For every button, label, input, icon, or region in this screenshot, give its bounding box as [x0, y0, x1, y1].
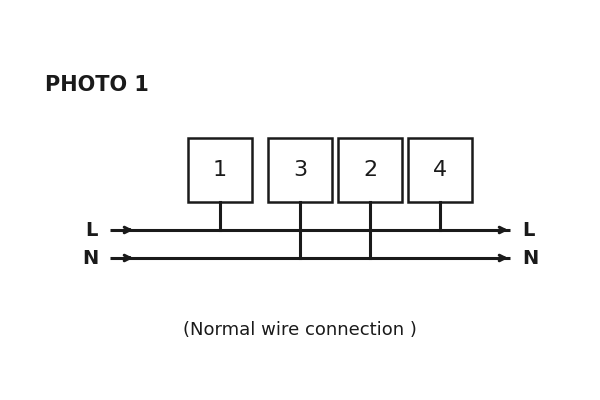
Bar — [268, 138, 332, 202]
Text: 4: 4 — [433, 160, 447, 180]
Text: 2: 2 — [363, 160, 377, 180]
Text: PHOTO 1: PHOTO 1 — [45, 75, 149, 95]
Text: N: N — [522, 248, 538, 268]
Text: L: L — [86, 220, 98, 240]
Text: (Normal wire connection ): (Normal wire connection ) — [183, 321, 417, 339]
Text: 3: 3 — [293, 160, 307, 180]
Bar — [188, 138, 252, 202]
Bar — [338, 138, 402, 202]
Text: N: N — [82, 248, 98, 268]
Text: 1: 1 — [213, 160, 227, 180]
Text: L: L — [522, 220, 535, 240]
Bar — [408, 138, 472, 202]
